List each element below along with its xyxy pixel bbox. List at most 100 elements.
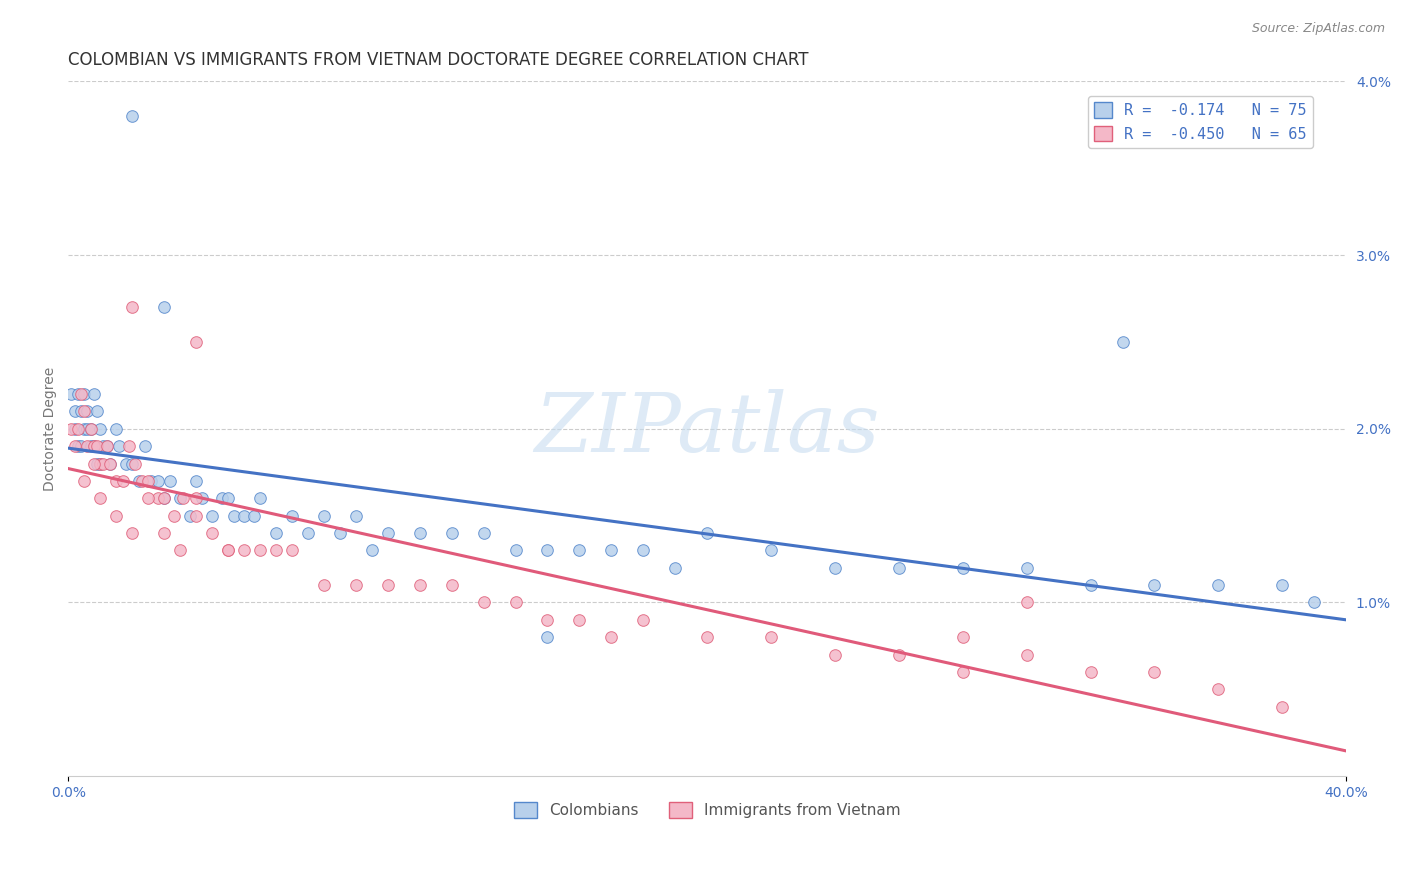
- Point: [217, 543, 239, 558]
- Point: [73, 387, 96, 401]
- Point: [96, 439, 118, 453]
- Point: [184, 491, 207, 506]
- Point: [1111, 334, 1133, 349]
- Point: [184, 334, 207, 349]
- Point: [79, 422, 101, 436]
- Point: [105, 422, 128, 436]
- Point: [264, 543, 287, 558]
- Point: [505, 543, 527, 558]
- Point: [70, 404, 93, 418]
- Point: [633, 613, 655, 627]
- Point: [440, 526, 463, 541]
- Point: [141, 474, 163, 488]
- Point: [93, 439, 115, 453]
- Point: [76, 422, 98, 436]
- Point: [191, 491, 214, 506]
- Point: [233, 508, 256, 523]
- Point: [83, 387, 105, 401]
- Point: [89, 491, 111, 506]
- Point: [824, 560, 846, 574]
- Point: [440, 578, 463, 592]
- Point: [217, 543, 239, 558]
- Point: [696, 526, 718, 541]
- Point: [89, 457, 111, 471]
- Point: [201, 526, 224, 541]
- Point: [63, 404, 86, 418]
- Point: [124, 457, 146, 471]
- Point: [1080, 665, 1102, 679]
- Point: [121, 457, 143, 471]
- Point: [360, 543, 382, 558]
- Point: [79, 422, 101, 436]
- Point: [70, 439, 93, 453]
- Point: [159, 474, 181, 488]
- Point: [201, 508, 224, 523]
- Point: [118, 439, 141, 453]
- Point: [312, 508, 335, 523]
- Point: [568, 543, 591, 558]
- Point: [169, 491, 191, 506]
- Point: [86, 404, 108, 418]
- Point: [297, 526, 319, 541]
- Point: [759, 543, 782, 558]
- Point: [1143, 665, 1166, 679]
- Point: [73, 422, 96, 436]
- Point: [76, 404, 98, 418]
- Point: [86, 457, 108, 471]
- Point: [600, 543, 623, 558]
- Point: [98, 457, 121, 471]
- Point: [472, 595, 495, 609]
- Point: [146, 491, 169, 506]
- Point: [66, 387, 89, 401]
- Point: [264, 526, 287, 541]
- Point: [281, 543, 304, 558]
- Point: [224, 508, 246, 523]
- Point: [136, 491, 159, 506]
- Point: [1208, 578, 1230, 592]
- Point: [60, 387, 83, 401]
- Point: [153, 491, 176, 506]
- Point: [76, 439, 98, 453]
- Point: [664, 560, 686, 574]
- Point: [121, 300, 143, 314]
- Point: [184, 474, 207, 488]
- Point: [93, 457, 115, 471]
- Point: [70, 387, 93, 401]
- Point: [153, 300, 176, 314]
- Point: [63, 422, 86, 436]
- Point: [568, 613, 591, 627]
- Point: [824, 648, 846, 662]
- Point: [1015, 648, 1038, 662]
- Point: [184, 508, 207, 523]
- Point: [329, 526, 352, 541]
- Point: [179, 508, 201, 523]
- Point: [89, 422, 111, 436]
- Point: [281, 508, 304, 523]
- Point: [211, 491, 233, 506]
- Point: [472, 526, 495, 541]
- Text: COLOMBIAN VS IMMIGRANTS FROM VIETNAM DOCTORATE DEGREE CORRELATION CHART: COLOMBIAN VS IMMIGRANTS FROM VIETNAM DOC…: [69, 51, 808, 69]
- Point: [79, 439, 101, 453]
- Point: [696, 630, 718, 644]
- Point: [153, 491, 176, 506]
- Text: Source: ZipAtlas.com: Source: ZipAtlas.com: [1251, 22, 1385, 36]
- Point: [1015, 560, 1038, 574]
- Point: [172, 491, 194, 506]
- Point: [63, 439, 86, 453]
- Point: [377, 526, 399, 541]
- Point: [89, 457, 111, 471]
- Text: ZIPatlas: ZIPatlas: [534, 389, 880, 469]
- Point: [105, 474, 128, 488]
- Point: [111, 474, 134, 488]
- Point: [86, 439, 108, 453]
- Point: [83, 439, 105, 453]
- Point: [249, 543, 271, 558]
- Point: [83, 439, 105, 453]
- Point: [536, 543, 558, 558]
- Point: [96, 439, 118, 453]
- Point: [887, 648, 910, 662]
- Point: [1271, 578, 1294, 592]
- Point: [83, 457, 105, 471]
- Point: [1303, 595, 1326, 609]
- Point: [217, 491, 239, 506]
